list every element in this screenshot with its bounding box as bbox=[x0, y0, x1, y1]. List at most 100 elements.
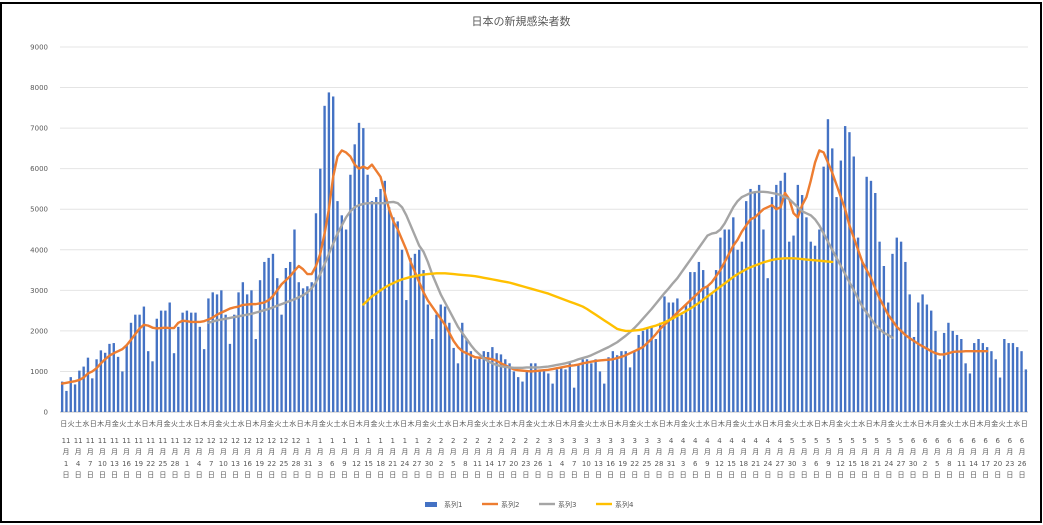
x-day-label: 金 bbox=[940, 419, 947, 428]
bar bbox=[112, 343, 115, 412]
x-day-label: 木 bbox=[511, 419, 518, 428]
x-month-unit-label: 月 bbox=[75, 448, 82, 456]
x-month-label: 12 bbox=[243, 437, 252, 445]
x-month-unit-label: 月 bbox=[547, 448, 554, 456]
bar bbox=[383, 180, 386, 412]
bar bbox=[710, 294, 713, 412]
x-date-unit-label: 日 bbox=[764, 471, 771, 479]
x-date-unit-label: 日 bbox=[946, 471, 953, 479]
x-month-unit-label: 月 bbox=[885, 448, 892, 456]
x-month-label: 12 bbox=[291, 437, 300, 445]
x-month-unit-label: 月 bbox=[317, 448, 324, 456]
x-month-unit-label: 月 bbox=[897, 448, 904, 456]
series-line-2 bbox=[60, 149, 989, 385]
x-axis-labels: 日火土水日木月金火土水日木月金火土水日木月金火土水日木月金火土水日木月金火土水日… bbox=[60, 419, 1028, 479]
x-month-label: 5 bbox=[790, 437, 794, 445]
x-date-unit-label: 日 bbox=[268, 471, 275, 479]
x-date-label: 1 bbox=[64, 460, 68, 468]
x-month-unit-label: 月 bbox=[450, 448, 457, 456]
x-day-label: 土 bbox=[696, 419, 703, 428]
x-date-unit-label: 日 bbox=[1006, 471, 1013, 479]
legend-swatch-bar bbox=[425, 502, 437, 507]
x-date-unit-label: 日 bbox=[135, 471, 142, 479]
bar bbox=[224, 314, 227, 412]
x-month-unit-label: 月 bbox=[643, 448, 650, 456]
x-date-unit-label: 日 bbox=[305, 471, 312, 479]
legend-label: 系列2 bbox=[501, 500, 519, 509]
x-day-label: 月 bbox=[570, 420, 577, 428]
x-month-unit-label: 月 bbox=[268, 448, 275, 456]
x-month-unit-label: 月 bbox=[63, 448, 70, 456]
bar bbox=[585, 359, 589, 412]
x-month-label: 5 bbox=[838, 437, 842, 445]
x-date-label: 20 bbox=[993, 460, 1002, 468]
bar bbox=[813, 245, 817, 412]
x-day-label: 火 bbox=[637, 420, 644, 428]
bar bbox=[400, 249, 404, 412]
line-series bbox=[60, 149, 989, 385]
bar bbox=[800, 195, 804, 412]
x-date-label: 2 bbox=[923, 460, 927, 468]
x-month-unit-label: 月 bbox=[1006, 448, 1013, 456]
bar bbox=[865, 176, 868, 412]
x-date-unit-label: 日 bbox=[1018, 471, 1025, 479]
x-day-label: 日 bbox=[607, 420, 614, 428]
x-date-unit-label: 日 bbox=[111, 471, 118, 479]
x-date-label: 14 bbox=[969, 460, 978, 468]
x-date-label: 21 bbox=[388, 460, 397, 468]
x-day-label: 木 bbox=[925, 419, 932, 428]
x-day-label: 水 bbox=[82, 419, 89, 428]
x-date-unit-label: 日 bbox=[910, 471, 917, 479]
bar bbox=[392, 217, 395, 412]
x-month-label: 3 bbox=[596, 437, 600, 445]
bar bbox=[796, 184, 800, 412]
x-day-label: 土 bbox=[592, 419, 599, 428]
x-month-unit-label: 月 bbox=[922, 448, 929, 456]
x-month-label: 3 bbox=[548, 437, 552, 445]
bar bbox=[899, 241, 903, 412]
x-date-label: 12 bbox=[836, 460, 845, 468]
bar bbox=[409, 257, 412, 412]
bar bbox=[886, 302, 890, 412]
bar bbox=[280, 314, 283, 412]
bar bbox=[60, 381, 64, 412]
x-month-unit-label: 月 bbox=[232, 448, 239, 456]
x-month-label: 5 bbox=[862, 437, 866, 445]
bar bbox=[91, 378, 94, 412]
x-date-unit-label: 日 bbox=[401, 471, 408, 479]
bar bbox=[258, 280, 262, 412]
x-month-label: 3 bbox=[608, 437, 612, 445]
x-date-label: 28 bbox=[654, 460, 663, 468]
x-day-label: 水 bbox=[910, 419, 917, 428]
bar bbox=[164, 310, 167, 412]
bar bbox=[138, 314, 141, 412]
x-month-label: 12 bbox=[207, 437, 216, 445]
x-day-label: 土 bbox=[851, 419, 858, 428]
bar bbox=[301, 288, 305, 412]
bar bbox=[172, 353, 176, 412]
bar bbox=[190, 312, 193, 412]
x-day-label: 火 bbox=[223, 420, 230, 428]
x-date-unit-label: 日 bbox=[99, 471, 106, 479]
x-date-label: 2 bbox=[439, 460, 443, 468]
bar bbox=[310, 282, 313, 412]
y-tick-label: 6000 bbox=[30, 165, 48, 173]
x-day-label: 水 bbox=[496, 419, 503, 428]
x-date-unit-label: 日 bbox=[837, 471, 844, 479]
x-date-label: 30 bbox=[909, 460, 918, 468]
x-date-unit-label: 日 bbox=[486, 471, 493, 479]
x-month-label: 2 bbox=[487, 437, 491, 445]
x-day-label: 日 bbox=[762, 420, 769, 428]
x-day-label: 水 bbox=[858, 419, 865, 428]
x-date-label: 8 bbox=[947, 460, 951, 468]
x-day-label: 月 bbox=[311, 420, 318, 428]
x-date-label: 11 bbox=[473, 460, 482, 468]
x-day-label: 火 bbox=[274, 420, 281, 428]
x-day-label: 日 bbox=[90, 420, 97, 428]
x-month-label: 4 bbox=[693, 437, 698, 445]
x-date-unit-label: 日 bbox=[474, 471, 481, 479]
bar bbox=[745, 201, 748, 412]
bar bbox=[478, 357, 481, 412]
x-date-unit-label: 日 bbox=[813, 471, 820, 479]
